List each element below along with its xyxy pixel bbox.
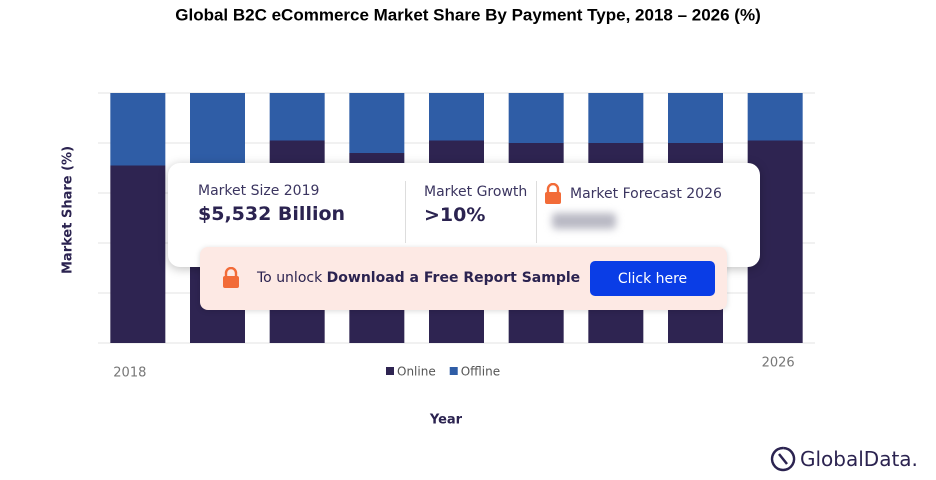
bar-segment bbox=[190, 93, 245, 163]
legend-swatch bbox=[449, 367, 458, 375]
bar-segment bbox=[349, 93, 405, 153]
bar-segment bbox=[110, 165, 166, 343]
bar-segment bbox=[588, 93, 644, 143]
unlock-text: To unlock Download a Free Report Sample bbox=[257, 270, 580, 286]
lock-icon bbox=[223, 267, 239, 288]
bar-segment bbox=[668, 93, 723, 143]
label: Market Size 2019 bbox=[198, 183, 320, 199]
legend-label: Offline bbox=[461, 365, 500, 379]
bar-segment bbox=[747, 93, 803, 141]
bar-segment bbox=[269, 93, 325, 141]
x-axis-title: Year bbox=[429, 413, 463, 428]
chart-title: Global B2C eCommerce Market Share By Pay… bbox=[175, 5, 761, 24]
separator bbox=[405, 181, 406, 243]
value: $5,532 Billion bbox=[198, 203, 346, 225]
market-forecast: Market Forecast 2026 bbox=[544, 183, 722, 229]
legend-swatch bbox=[386, 367, 394, 375]
unlock-banner: To unlock Download a Free Report Sample … bbox=[200, 247, 727, 310]
y-axis-title: Market Share (%) bbox=[61, 146, 76, 274]
x-tick-label: 2026 bbox=[762, 356, 795, 371]
x-tick-label: 2018 bbox=[113, 366, 146, 381]
separator bbox=[536, 181, 537, 243]
blurred-value bbox=[552, 213, 616, 229]
market-size: Market Size 2019 $5,532 Billion bbox=[198, 183, 345, 225]
legend-label: Online bbox=[397, 365, 436, 379]
logo-text: GlobalData. bbox=[800, 447, 918, 471]
logo: GlobalData. bbox=[770, 446, 918, 472]
logo-icon bbox=[770, 446, 796, 472]
unlock-prefix: To unlock bbox=[257, 270, 323, 286]
row: Market Forecast 2026 bbox=[544, 183, 722, 205]
bar-segment bbox=[508, 93, 564, 143]
market-growth: Market Growth >10% bbox=[424, 184, 527, 226]
value: >10% bbox=[424, 204, 486, 226]
label: Market Growth bbox=[424, 184, 528, 200]
unlock-bold: Download a Free Report Sample bbox=[326, 270, 581, 286]
lock-icon bbox=[545, 183, 561, 204]
click-here-button[interactable]: Click here bbox=[590, 261, 715, 296]
bar-segment bbox=[110, 93, 166, 166]
bar-segment bbox=[429, 93, 484, 141]
label: Market Forecast 2026 bbox=[570, 186, 722, 202]
